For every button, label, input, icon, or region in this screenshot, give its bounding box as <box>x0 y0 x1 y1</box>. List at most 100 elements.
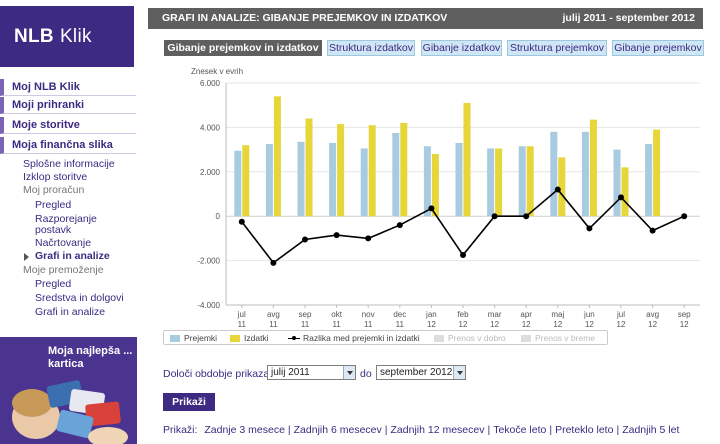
prikazi-button[interactable]: Prikaži <box>163 393 215 411</box>
tab-struktura-prejemkov[interactable]: Struktura prejemkov <box>507 40 607 56</box>
promo-banner[interactable]: Moja najlepša ... kartica <box>0 337 137 444</box>
y-tick-label: 4.000 <box>200 123 221 132</box>
link-tekoce-leto[interactable]: Tekoče leto <box>493 424 547 436</box>
sidebar-item-sredstva-in-dolgovi[interactable]: Sredstva in dolgovi <box>35 292 124 304</box>
x-tick-label-year: 11 <box>269 320 278 329</box>
bar-prejemki <box>265 144 273 217</box>
tab-gibanje-prejemkov[interactable]: Gibanje prejemkov <box>612 40 704 56</box>
legend-item-razlika[interactable]: Razlika med prejemki in izdatki <box>288 333 420 343</box>
sidebar-item-grafi-in-analize[interactable]: Grafi in analize <box>35 250 110 262</box>
x-tick-label-year: 11 <box>238 320 247 329</box>
link-zadnjih-12-mesecev[interactable]: Zadnjih 12 mesecev <box>390 424 485 436</box>
link-zadnjih-6-mesecev[interactable]: Zadnjih 6 mesecev <box>293 424 382 436</box>
sidebar-group-moj-proracun: Moj proračun <box>23 184 85 196</box>
x-tick-label-year: 12 <box>553 320 562 329</box>
sidebar-item-pregled-premozenje[interactable]: Pregled <box>35 278 72 290</box>
line-point <box>649 227 656 234</box>
link-zadnjih-5-let[interactable]: Zadnjih 5 let <box>622 424 680 436</box>
income-expense-chart: Znesek v evrih 6.000 4.000 2.000 0 -2.000 -4.0… <box>191 67 700 329</box>
x-tick-label-year: 12 <box>459 320 468 329</box>
bar-izdatki <box>621 167 629 217</box>
bar-izdatki <box>495 148 503 217</box>
chevron-down-icon[interactable] <box>453 366 465 379</box>
legend-item-prenos-v-breme[interactable]: Prenos v breme <box>521 333 595 343</box>
line-point <box>333 232 340 239</box>
sidebar-item-razporejanje[interactable]: Razporejanje <box>35 213 97 225</box>
chevron-down-icon[interactable] <box>343 366 355 379</box>
bar-izdatki <box>337 124 345 217</box>
x-tick-label-month: dec <box>393 310 406 319</box>
bar-prejemki <box>297 141 305 217</box>
sidebar-item-splosne-informacije[interactable]: Splošne informacije <box>23 158 115 170</box>
x-tick-label-month: sep <box>678 310 691 319</box>
bar-prejemki <box>550 131 558 217</box>
quick-label: Prikaži: <box>163 424 198 436</box>
legend-item-prejemki[interactable]: Prejemki <box>170 333 217 343</box>
line-point <box>523 213 530 220</box>
legend-swatch-prenos-v-dobro <box>434 335 444 342</box>
bar-izdatki <box>463 102 471 217</box>
x-tick-label-month: jul <box>237 310 246 319</box>
sidebar-item-moj-nlb-klik[interactable]: Moj NLB Klik <box>0 79 136 96</box>
bar-izdatki <box>558 157 566 217</box>
line-point <box>586 225 593 232</box>
x-tick-label-year: 12 <box>522 320 531 329</box>
tab-gibanje-izdatkov[interactable]: Gibanje izdatkov <box>421 40 502 56</box>
x-tick-label-month: mar <box>488 310 502 319</box>
period-from-value: julij 2011 <box>271 367 310 378</box>
legend-swatch-prejemki <box>170 335 180 342</box>
page-header: GRAFI IN ANALIZE: GIBANJE PREJEMKOV IN I… <box>148 8 703 29</box>
line-point <box>681 213 688 220</box>
legend-item-izdatki[interactable]: Izdatki <box>230 333 269 343</box>
tab-gibanje-prejemkov-in-izdatkov[interactable]: Gibanje prejemkov in izdatkov <box>164 40 322 56</box>
x-tick-label-year: 12 <box>617 320 626 329</box>
sidebar-item-moje-storitve[interactable]: Moje storitve <box>0 117 136 134</box>
bar-izdatki <box>653 129 661 217</box>
y-tick-label: 6.000 <box>200 79 221 88</box>
x-tick-label-year: 12 <box>680 320 689 329</box>
x-tick-label-month: feb <box>457 310 469 319</box>
logo-main: NLB <box>14 26 54 47</box>
bar-prejemki <box>518 146 526 217</box>
y-axis-label: Znesek v evrih <box>191 67 243 76</box>
x-tick-label-month: jun <box>583 310 595 319</box>
period-from-select[interactable]: julij 2011 <box>267 365 356 380</box>
sidebar-item-postavk[interactable]: postavk <box>35 224 72 236</box>
bar-prejemki <box>329 142 337 217</box>
period-to-label: do <box>360 368 372 380</box>
active-arrow-icon <box>24 253 29 261</box>
legend-line-icon <box>288 335 300 342</box>
bar-izdatki <box>400 122 408 217</box>
x-tick-label-year: 12 <box>490 320 499 329</box>
line-point <box>365 235 372 242</box>
x-tick-label-year: 12 <box>427 320 436 329</box>
page-title: GRAFI IN ANALIZE: GIBANJE PREJEMKOV IN I… <box>162 12 448 24</box>
x-tick-label-year: 12 <box>648 320 657 329</box>
bar-prejemki <box>581 131 589 217</box>
link-zadnje-3-mesece[interactable]: Zadnje 3 mesece <box>204 424 285 436</box>
bar-izdatki <box>242 145 250 217</box>
sidebar-item-moji-prihranki[interactable]: Moji prihranki <box>0 97 136 114</box>
sidebar-item-izklop-storitve[interactable]: Izklop storitve <box>23 171 88 183</box>
x-tick-label-year: 11 <box>332 320 341 329</box>
x-tick-label-year: 11 <box>301 320 310 329</box>
sidebar-item-pregled[interactable]: Pregled <box>35 199 72 211</box>
header-period: julij 2011 - september 2012 <box>562 12 696 24</box>
sidebar-item-moja-financna-slika[interactable]: Moja finančna slika <box>0 137 136 154</box>
sidebar-item-nacrtovanje[interactable]: Načrtovanje <box>35 237 92 249</box>
line-point <box>238 218 245 225</box>
tab-struktura-izdatkov[interactable]: Struktura izdatkov <box>327 40 415 56</box>
legend-item-prenos-v-dobro[interactable]: Prenos v dobro <box>434 333 506 343</box>
nlb-klik-logo[interactable]: NLB Klik <box>0 6 134 67</box>
period-to-select[interactable]: september 2012 <box>376 365 466 380</box>
bar-prejemki <box>423 146 431 217</box>
line-point <box>270 259 277 266</box>
bar-izdatki <box>589 119 597 217</box>
sidebar-item-grafi-in-analize-premozenje[interactable]: Grafi in analize <box>35 306 106 318</box>
x-tick-label-year: 11 <box>364 320 373 329</box>
link-preteklo-leto[interactable]: Preteklo leto <box>555 424 614 436</box>
line-point <box>396 222 403 229</box>
bar-prejemki <box>645 144 653 217</box>
promo-cards-image <box>12 380 128 444</box>
line-point <box>618 194 624 201</box>
